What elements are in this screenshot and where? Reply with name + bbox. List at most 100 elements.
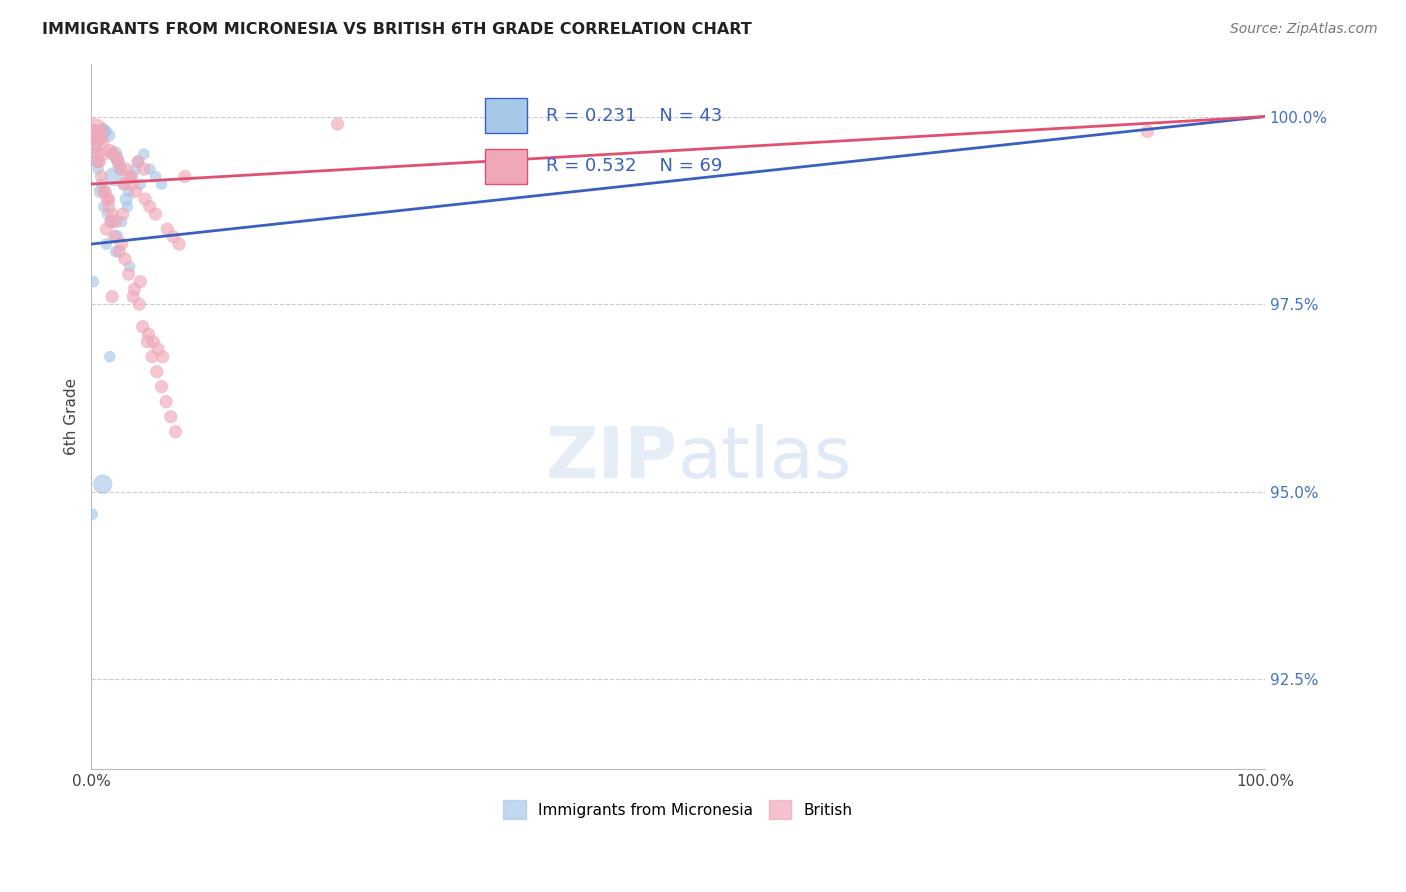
Point — [100, 214, 122, 228]
Point — [96, 207, 118, 221]
Point — [107, 154, 129, 169]
Point — [103, 169, 125, 184]
Point — [120, 169, 142, 184]
Point — [105, 229, 128, 244]
Point — [156, 222, 179, 236]
Point — [91, 477, 114, 491]
Point — [101, 290, 124, 304]
Point — [115, 192, 138, 206]
Point — [117, 200, 139, 214]
Point — [84, 139, 107, 153]
Point — [152, 350, 174, 364]
Point — [91, 125, 114, 139]
Point — [155, 394, 177, 409]
Point — [128, 297, 150, 311]
Point — [174, 169, 197, 184]
Point — [112, 177, 135, 191]
Point — [118, 169, 141, 184]
Point — [82, 125, 104, 139]
Point — [101, 207, 124, 221]
Point — [83, 147, 105, 161]
Point — [136, 334, 159, 349]
Point — [108, 244, 131, 259]
Point — [82, 132, 104, 146]
Point — [97, 200, 120, 214]
Point — [129, 275, 152, 289]
Point — [98, 144, 121, 158]
Point — [90, 169, 112, 184]
Point — [97, 192, 120, 206]
Point — [91, 136, 114, 150]
Point — [89, 132, 111, 146]
Point — [167, 237, 190, 252]
Point — [117, 185, 139, 199]
Point — [83, 125, 105, 139]
Point — [103, 147, 125, 161]
Point — [97, 128, 120, 143]
Point — [145, 169, 167, 184]
Point — [138, 162, 160, 177]
Point — [150, 379, 173, 393]
Point — [160, 409, 183, 424]
Point — [86, 125, 108, 139]
Point — [86, 125, 108, 139]
Point — [93, 185, 115, 199]
Text: Source: ZipAtlas.com: Source: ZipAtlas.com — [1230, 22, 1378, 37]
Point — [110, 162, 132, 177]
Point — [132, 147, 155, 161]
Point — [90, 177, 112, 191]
Point — [110, 162, 132, 177]
Point — [96, 192, 118, 206]
Point — [115, 162, 138, 177]
Point — [134, 192, 156, 206]
Point — [94, 185, 117, 199]
Point — [82, 507, 104, 521]
Point — [86, 128, 108, 143]
Point — [83, 125, 105, 139]
Point — [129, 177, 152, 191]
Point — [145, 365, 167, 379]
Point — [112, 177, 135, 191]
Point — [165, 425, 187, 439]
Point — [111, 207, 134, 221]
Point — [150, 177, 173, 191]
Point — [127, 154, 149, 169]
Point — [96, 222, 118, 236]
Point — [1136, 125, 1159, 139]
Point — [94, 125, 117, 139]
Point — [124, 282, 146, 296]
Point — [91, 125, 114, 139]
Point — [162, 229, 184, 244]
Point — [87, 162, 110, 177]
Point — [326, 117, 349, 131]
Point — [103, 229, 125, 244]
Point — [107, 154, 129, 169]
Text: atlas: atlas — [678, 425, 852, 493]
Point — [104, 214, 127, 228]
Point — [114, 252, 136, 267]
Point — [100, 214, 122, 228]
Point — [89, 132, 111, 146]
Point — [83, 125, 105, 139]
Point — [104, 244, 127, 259]
Point — [101, 214, 124, 228]
Point — [132, 162, 155, 177]
Point — [142, 334, 165, 349]
Point — [131, 319, 153, 334]
Point — [86, 154, 108, 169]
Point — [124, 185, 146, 199]
Point — [121, 169, 143, 184]
Point — [145, 207, 167, 221]
Point — [118, 260, 141, 274]
Text: IMMIGRANTS FROM MICRONESIA VS BRITISH 6TH GRADE CORRELATION CHART: IMMIGRANTS FROM MICRONESIA VS BRITISH 6T… — [42, 22, 752, 37]
Point — [84, 139, 107, 153]
Point — [89, 185, 111, 199]
Point — [138, 200, 160, 214]
Legend: Immigrants from Micronesia, British: Immigrants from Micronesia, British — [498, 794, 859, 825]
Point — [96, 237, 118, 252]
Point — [110, 214, 132, 228]
Point — [89, 154, 111, 169]
Point — [121, 177, 143, 191]
Point — [127, 154, 149, 169]
Point — [103, 147, 125, 161]
